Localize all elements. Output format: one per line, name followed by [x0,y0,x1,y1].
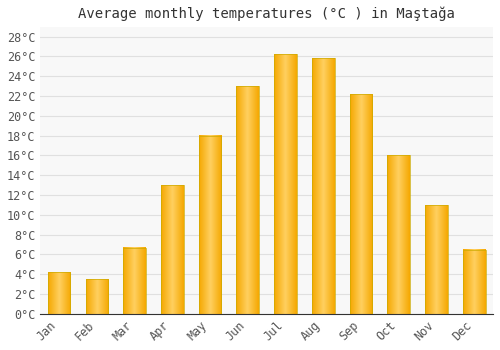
Bar [48,272,70,314]
Bar [388,155,410,314]
Bar [425,205,448,314]
Bar [199,136,222,314]
Title: Average monthly temperatures (°C ) in Maştağa: Average monthly temperatures (°C ) in Ma… [78,7,455,21]
Bar [236,86,259,314]
Bar [350,94,372,314]
Bar [463,250,485,314]
Bar [312,58,334,314]
Bar [124,247,146,314]
Bar [161,185,184,314]
Bar [274,55,297,314]
Bar [86,279,108,314]
